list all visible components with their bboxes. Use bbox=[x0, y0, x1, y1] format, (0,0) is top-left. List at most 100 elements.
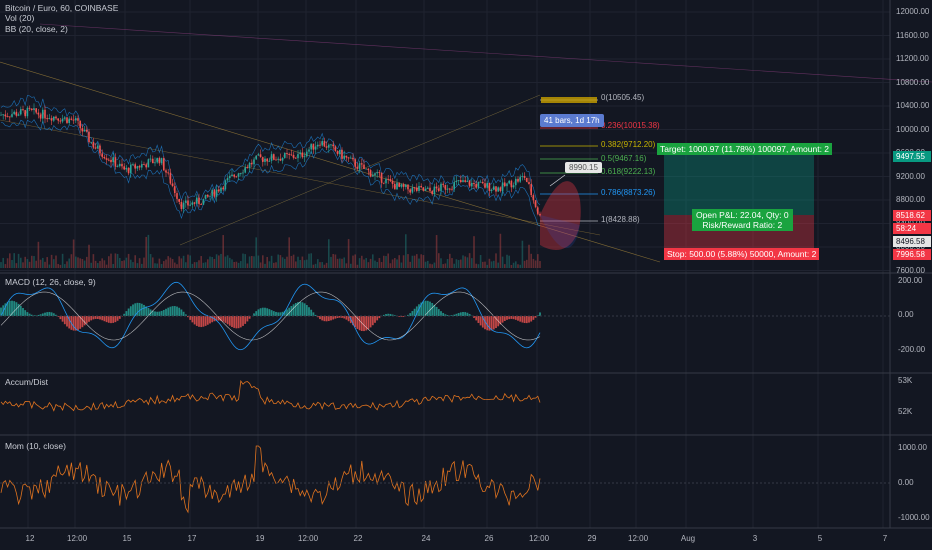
macd-hist-bar bbox=[228, 316, 231, 326]
volume-bar bbox=[416, 254, 418, 268]
target-label[interactable]: Target: 1000.97 (11.78%) 100097, Amount:… bbox=[657, 143, 833, 155]
volume-bar bbox=[132, 262, 134, 268]
volume-bar bbox=[145, 236, 147, 268]
bars-range-label[interactable]: 41 bars, 1d 17h bbox=[540, 114, 604, 127]
macd-hist-bar bbox=[169, 306, 172, 316]
macd-hist-bar bbox=[532, 316, 535, 320]
candle-body bbox=[235, 176, 238, 178]
volume-bar bbox=[334, 254, 337, 268]
candle-body bbox=[189, 204, 191, 206]
candle-body bbox=[163, 158, 165, 171]
candle-body bbox=[136, 166, 139, 169]
macd-hist-bar bbox=[125, 311, 128, 316]
macd-hist-bar bbox=[81, 316, 84, 328]
macd-label: MACD (12, 26, close, 9) bbox=[5, 277, 96, 287]
accum-legend[interactable]: Accum/Dist bbox=[5, 377, 48, 387]
volume-bar bbox=[46, 257, 48, 268]
macd-hist-bar bbox=[385, 314, 387, 316]
volume-bar bbox=[482, 261, 484, 268]
macd-hist-bar bbox=[389, 313, 392, 316]
accum-dist-line bbox=[0, 379, 541, 412]
macd-hist-bar bbox=[28, 313, 31, 316]
macd-hist-bar bbox=[22, 308, 24, 316]
candle-body bbox=[471, 183, 473, 187]
volume-bar bbox=[257, 255, 260, 268]
price-tag: 7996.58 bbox=[893, 249, 931, 260]
candle-body bbox=[413, 187, 416, 189]
candle-body bbox=[345, 155, 348, 158]
candle-body bbox=[484, 183, 486, 188]
symbol-legend[interactable]: Bitcoin / Euro, 60, COINBASE bbox=[5, 3, 118, 13]
macd-hist-bar bbox=[415, 306, 418, 316]
candle-body bbox=[367, 168, 370, 171]
candle-body bbox=[174, 186, 176, 194]
volume-bar bbox=[317, 259, 319, 268]
macd-hist-bar bbox=[52, 313, 55, 316]
candle-body bbox=[259, 154, 262, 158]
stop-label[interactable]: Stop: 500.00 (5.88%) 50000, Amount: 2 bbox=[664, 248, 820, 260]
macd-hist-bar bbox=[13, 301, 16, 316]
volume-bar bbox=[471, 258, 473, 268]
candle-body bbox=[407, 184, 409, 190]
price-tag: 8496.58 bbox=[893, 236, 931, 247]
macd-hist-bar bbox=[457, 313, 460, 316]
fib-retracement[interactable] bbox=[540, 97, 598, 222]
price-callout[interactable]: 8990.15 bbox=[565, 162, 602, 173]
macd-hist-bar bbox=[426, 300, 429, 316]
macd-hist-bar bbox=[376, 316, 379, 321]
price-axis-label: 7600.00 bbox=[896, 265, 925, 275]
volume-bar bbox=[306, 259, 308, 268]
macd-hist-bar bbox=[233, 316, 236, 328]
candle-body bbox=[233, 174, 235, 177]
volume-bar bbox=[466, 257, 469, 268]
candle-body bbox=[356, 166, 359, 169]
candle-body bbox=[317, 144, 319, 147]
volume-bar bbox=[226, 255, 229, 268]
target-zone[interactable] bbox=[664, 149, 814, 215]
macd-hist-bar bbox=[156, 311, 159, 316]
macd-legend[interactable]: MACD (12, 26, close, 9) bbox=[5, 277, 96, 287]
candle-body bbox=[279, 158, 282, 161]
volume-bar bbox=[378, 258, 381, 268]
macd-hist-bar bbox=[352, 316, 354, 326]
volume-bar bbox=[310, 253, 312, 268]
macd-hist-bar bbox=[134, 303, 137, 316]
candle-body bbox=[433, 186, 436, 195]
pnl-box[interactable]: Open P&L: 22.04, Qty: 0 Risk/Reward Rati… bbox=[692, 209, 793, 231]
macd-hist-bar bbox=[286, 309, 288, 316]
vol-legend[interactable]: Vol (20) bbox=[5, 13, 34, 23]
mom-legend[interactable]: Mom (10, close) bbox=[5, 441, 66, 451]
volume-bar bbox=[354, 254, 356, 268]
volume-bar bbox=[438, 253, 440, 268]
volume-bar bbox=[92, 254, 95, 268]
macd-hist-bar bbox=[413, 308, 416, 316]
volume-bar bbox=[464, 256, 466, 268]
candle-body bbox=[409, 189, 411, 193]
macd-hist-bar bbox=[112, 316, 115, 323]
candle-body bbox=[86, 129, 88, 132]
macd-hist-bar bbox=[453, 314, 456, 316]
macd-hist-bar bbox=[178, 307, 181, 316]
candle-body bbox=[147, 159, 150, 168]
candle-body bbox=[299, 152, 301, 155]
candle-body bbox=[202, 198, 205, 205]
macd-hist-bar bbox=[140, 303, 143, 316]
bb-legend[interactable]: BB (20, close, 2) bbox=[5, 24, 68, 34]
candle-body bbox=[209, 195, 211, 197]
macd-hist-bar bbox=[492, 316, 495, 330]
macd-hist-bar bbox=[160, 310, 163, 316]
macd-hist-bar bbox=[486, 316, 489, 331]
volume-bar bbox=[475, 263, 477, 268]
candle-body bbox=[460, 180, 462, 183]
volume-bar bbox=[506, 254, 508, 268]
candle-body bbox=[444, 184, 447, 190]
volume-bar bbox=[207, 259, 209, 268]
open-pnl-text: Open P&L: 22.04, Qty: 0 bbox=[696, 210, 789, 220]
volume-bar bbox=[396, 259, 398, 268]
volume-bar bbox=[4, 264, 7, 268]
candle-body bbox=[455, 180, 458, 183]
candle-body bbox=[330, 144, 332, 146]
candle-body bbox=[222, 187, 224, 190]
macd-hist-bar bbox=[132, 304, 134, 316]
